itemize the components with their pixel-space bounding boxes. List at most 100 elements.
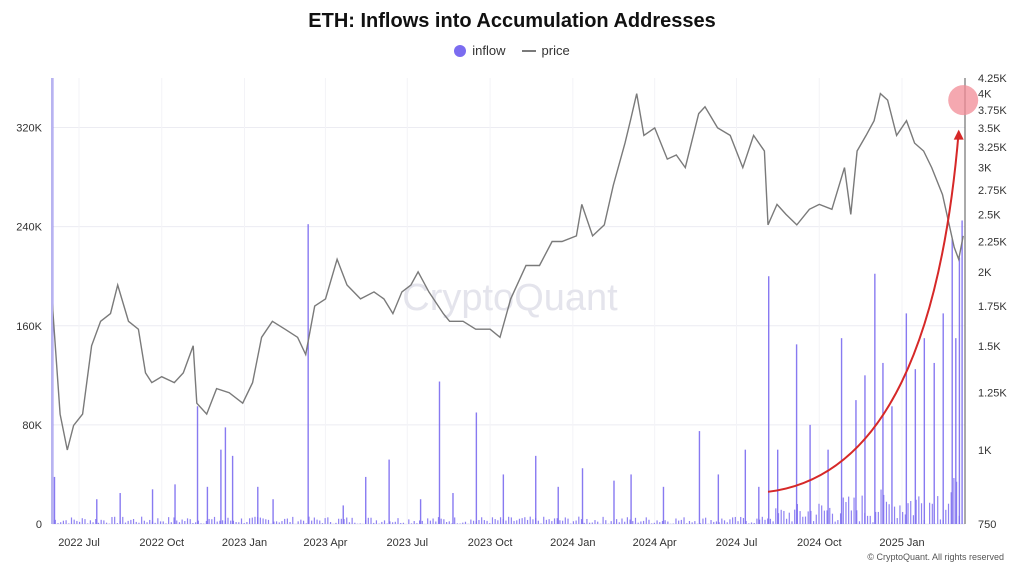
inflow-bar [103, 520, 105, 524]
y-left-tick-label: 80K [22, 420, 42, 432]
inflow-bar [275, 521, 278, 524]
inflow-bar [678, 520, 680, 524]
x-tick-label: 2024 Jan [550, 537, 595, 549]
inflow-bar [168, 517, 170, 524]
inflow-bar [65, 520, 67, 524]
inflow-bar [381, 521, 383, 524]
inflow-spike-bar [882, 362, 884, 524]
inflow-bar [100, 519, 102, 524]
inflow-spike-bar [891, 406, 893, 524]
x-tick-label: 2023 Jan [222, 537, 267, 549]
inflow-bar [497, 520, 499, 524]
inflow-spike-bar [958, 257, 961, 524]
x-tick-label: 2023 Oct [468, 537, 513, 549]
inflow-bar [545, 519, 548, 524]
inflow-bar [248, 518, 251, 524]
inflow-spike-bar [777, 449, 779, 524]
inflow-bar [869, 515, 871, 524]
inflow-bar [902, 511, 904, 524]
inflow-bar [211, 519, 213, 524]
inflow-bar [589, 522, 591, 524]
inflow-bar [866, 515, 869, 524]
inflow-bar [853, 497, 855, 524]
inflow-bar [950, 492, 952, 524]
inflow-spike-bar [827, 449, 829, 524]
inflow-bar [575, 520, 577, 524]
inflow-spike-bar [206, 486, 209, 524]
inflow-spike-bar [905, 313, 908, 524]
inflow-bar [642, 520, 645, 524]
inflow-bar [319, 520, 321, 524]
inflow-bar [764, 519, 766, 524]
inflow-bar [392, 522, 394, 524]
inflow-bar [821, 505, 823, 524]
inflow-bar [176, 520, 178, 524]
inflow-bar [750, 522, 753, 524]
inflow-spike-bar [662, 486, 665, 524]
x-tick-label: 2024 Oct [797, 537, 842, 549]
inflow-bar [370, 517, 372, 524]
inflow-bar [116, 523, 118, 524]
inflow-spike-bar [419, 499, 422, 524]
inflow-bar [400, 522, 402, 524]
legend: inflow price [0, 43, 1024, 58]
inflow-bar [413, 521, 415, 524]
inflow-bar [610, 521, 612, 524]
inflow-bar [734, 516, 736, 524]
inflow-bar [238, 522, 240, 524]
inflow-bar [624, 521, 626, 524]
inflow-bar [95, 519, 97, 524]
y-right-tick-label: 4K [978, 89, 992, 101]
inflow-bar [802, 516, 804, 524]
inflow-spike-bar [224, 427, 227, 524]
inflow-bar [351, 517, 353, 524]
inflow-bar [208, 518, 210, 524]
inflow-bar [122, 516, 124, 524]
inflow-bar [305, 523, 307, 524]
inflow-spike-bar [758, 486, 760, 524]
inflow-bar [416, 523, 418, 524]
inflow-bar [267, 519, 270, 524]
inflow-spike-bar [613, 480, 615, 524]
inflow-bar [621, 518, 623, 524]
inflow-bar [920, 503, 923, 524]
inflow-bar [705, 517, 707, 524]
inflow-bar [510, 517, 512, 524]
inflow-bar [804, 516, 807, 524]
inflow-bar [346, 517, 348, 524]
inflow-bar [230, 520, 232, 524]
legend-item-price[interactable]: price [521, 43, 570, 58]
inflow-bar [543, 516, 545, 524]
inflow-spike-bar [630, 474, 632, 524]
inflow-spike-bar [557, 486, 559, 524]
inflow-bar [181, 519, 183, 524]
inflow-spike-bar [220, 449, 222, 524]
legend-item-inflow[interactable]: inflow [454, 43, 506, 58]
inflow-bar [499, 517, 502, 524]
inflow-bar [338, 518, 340, 524]
inflow-bar [850, 510, 852, 524]
inflow-spike-bar [955, 338, 957, 524]
inflow-bar [240, 518, 243, 524]
inflow-spike-bar [840, 338, 843, 524]
inflow-bar [213, 516, 216, 524]
inflow-bar [648, 519, 650, 524]
footer-copyright: © CryptoQuant. All rights reserved [867, 552, 1004, 562]
inflow-bar [883, 494, 885, 524]
inflow-bar [68, 523, 70, 524]
inflow-bar [759, 519, 761, 524]
inflow-bar [81, 518, 83, 524]
inflow-bar [141, 516, 143, 524]
inflow-bar [618, 522, 620, 524]
inflow-spike-bar [307, 224, 309, 524]
y-right-tick-label: 2.5K [978, 209, 1001, 221]
inflow-bar [826, 510, 828, 524]
inflow-bar [454, 517, 456, 524]
grid-lines [52, 78, 965, 525]
inflow-bar [748, 523, 750, 524]
legend-inflow-label: inflow [472, 43, 506, 58]
inflow-bar [78, 521, 81, 524]
inflow-bar [281, 521, 283, 524]
inflow-bar [246, 521, 248, 524]
inflow-bar [375, 520, 378, 524]
